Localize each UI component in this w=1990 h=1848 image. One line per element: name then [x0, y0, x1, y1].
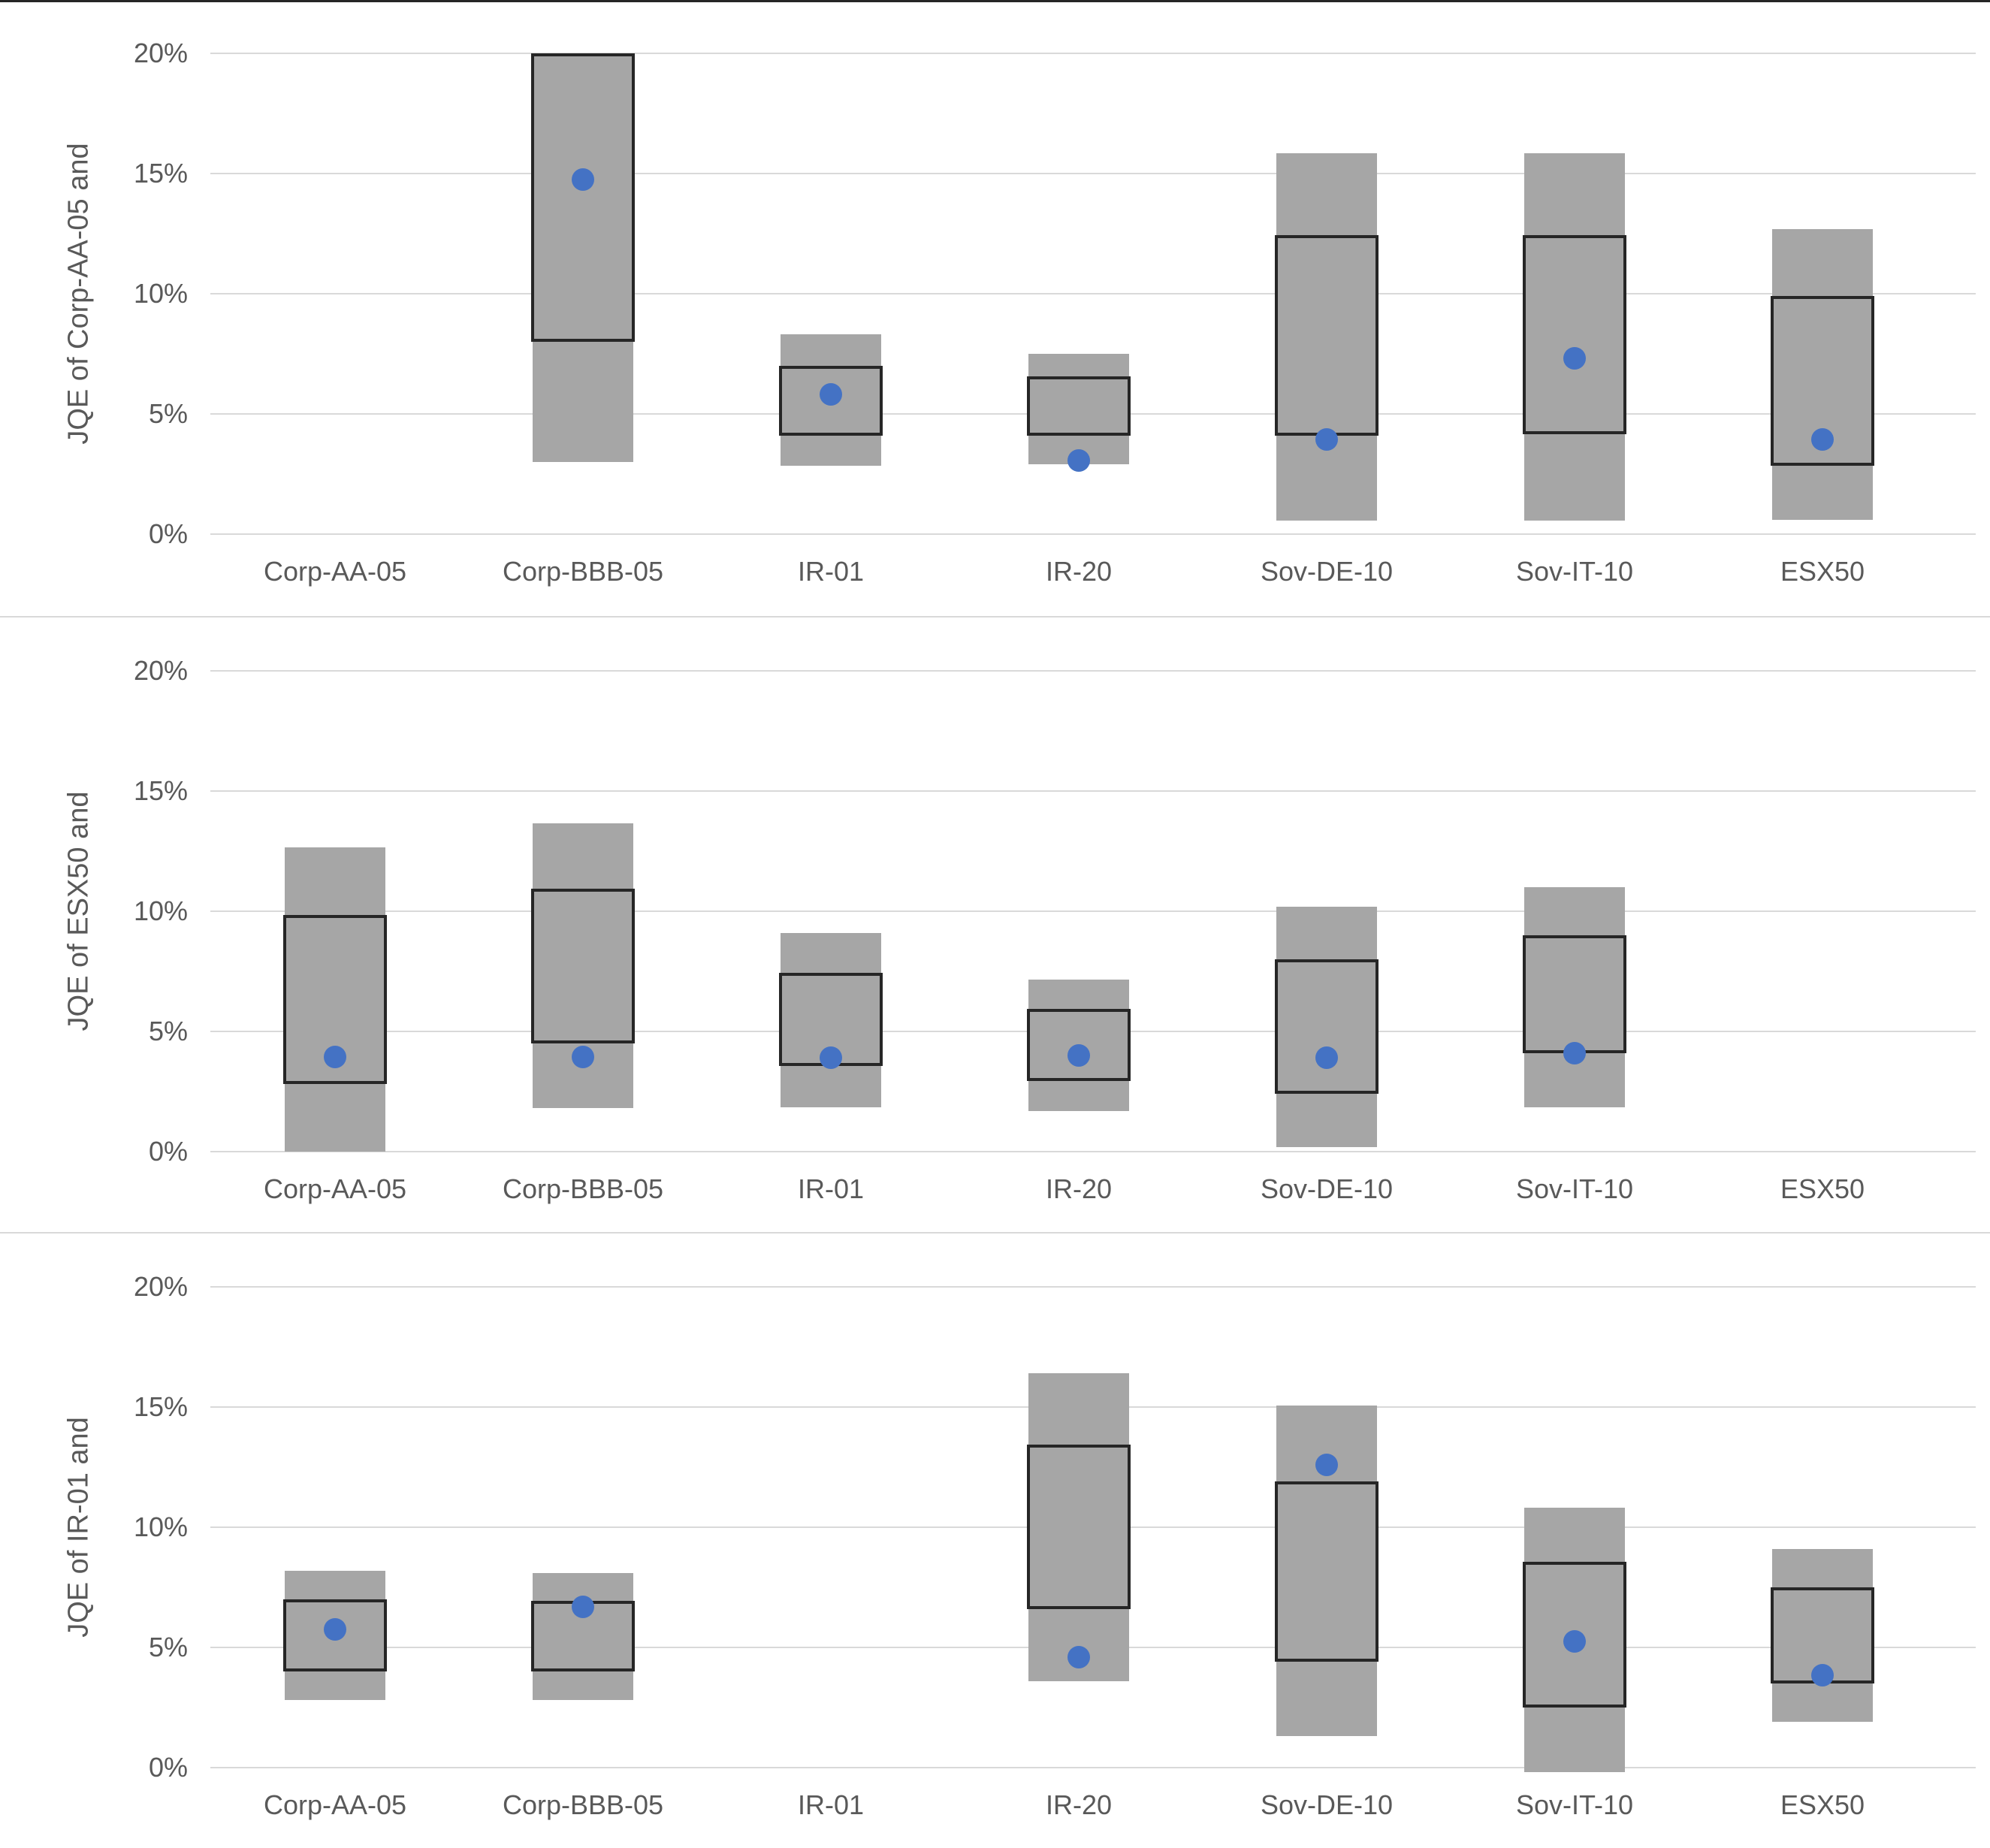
x-category-label: Sov-DE-10 [1260, 1173, 1394, 1204]
x-category-label: IR-20 [1045, 556, 1113, 587]
estimate-dot-sov-de-10 [1315, 427, 1338, 451]
range-bar-ir-01 [781, 932, 881, 1107]
estimate-dot-ir-20 [1067, 1044, 1090, 1067]
quartile-box-ir-20 [1027, 1444, 1131, 1609]
estimate-dot-esx50 [1811, 1663, 1834, 1686]
quartile-box-sov-it-10 [1523, 1562, 1626, 1708]
quartile-box-sov-de-10 [1275, 234, 1379, 436]
x-category-label: Corp-BBB-05 [502, 556, 664, 587]
quartile-box-sov-it-10 [1523, 935, 1626, 1053]
estimate-dot-ir-01 [820, 1046, 842, 1070]
y-tick-label: 5% [148, 398, 188, 429]
y-tick-label: 15% [133, 775, 188, 806]
y-tick-label: 15% [133, 158, 188, 189]
estimate-dot-corp-bbb-05 [572, 1595, 594, 1618]
estimate-dot-sov-de-10 [1315, 1046, 1338, 1070]
y-tick-label: 10% [133, 278, 188, 309]
gridline-20pct [210, 670, 1976, 672]
x-category-label: Corp-BBB-05 [502, 1789, 664, 1820]
gridline-0pct [210, 1767, 1976, 1768]
x-category-label: Corp-AA-05 [263, 556, 407, 587]
range-bar-sov-de-10 [1276, 152, 1377, 521]
estimate-dot-esx50 [1811, 427, 1834, 451]
x-category-label: Sov-DE-10 [1260, 1789, 1394, 1820]
quartile-box-esx50 [1771, 296, 1874, 466]
estimate-dot-sov-it-10 [1563, 347, 1586, 370]
x-category-label: Corp-AA-05 [263, 1173, 407, 1204]
estimate-dot-corp-bbb-05 [572, 168, 594, 191]
y-tick-label: 10% [133, 895, 188, 926]
estimate-dot-corp-bbb-05 [572, 1045, 594, 1068]
y-tick-label: 15% [133, 1391, 188, 1422]
gridline-15pct [210, 790, 1976, 792]
x-category-label: IR-20 [1045, 1173, 1113, 1204]
estimate-dot-ir-01 [820, 383, 842, 406]
chart-jqe-esx50: JQE of ESX50 and 20% 15% 10% 5% 0% Corp-AA-05… [0, 616, 1990, 1234]
y-tick-label: 20% [133, 655, 188, 686]
quartile-box-ir-20 [1027, 376, 1131, 436]
x-category-label: Sov-IT-10 [1515, 556, 1634, 587]
range-bar-corp-bbb-05 [533, 1572, 633, 1701]
x-category-label: Sov-DE-10 [1260, 556, 1394, 587]
chart-jqe-corp-aa-05: JQE of Corp-AA-05 and 20% 15% 10% 5% 0% Corp-… [0, 0, 1990, 616]
chart-jqe-ir-01: JQE of IR-01 and 20% 15% 10% 5% 0% Corp-AA-05… [0, 1232, 1990, 1848]
x-category-label: ESX50 [1780, 1173, 1865, 1204]
range-bar-ir-20 [1028, 1373, 1129, 1681]
quartile-box-corp-aa-05 [283, 914, 387, 1085]
range-bar-esx50 [1772, 1548, 1873, 1723]
x-category-label: Sov-IT-10 [1515, 1789, 1634, 1820]
quartile-box-corp-aa-05 [283, 1599, 387, 1671]
y-tick-label: 0% [148, 518, 188, 549]
estimate-dot-sov-de-10 [1315, 1453, 1338, 1476]
x-category-label: Corp-BBB-05 [502, 1173, 664, 1204]
estimate-dot-corp-aa-05 [324, 1618, 346, 1641]
range-bar-ir-20 [1028, 354, 1129, 465]
x-category-label: Corp-AA-05 [263, 1789, 407, 1820]
y-tick-label: 20% [133, 1271, 188, 1302]
range-bar-corp-aa-05 [285, 847, 385, 1152]
y-tick-label: 0% [148, 1136, 188, 1167]
quartile-box-ir-01 [779, 366, 883, 436]
y-tick-label: 0% [148, 1752, 188, 1783]
range-bar-sov-de-10 [1276, 906, 1377, 1147]
estimate-dot-sov-it-10 [1563, 1630, 1586, 1653]
x-category-label: IR-01 [797, 1173, 865, 1204]
estimate-dot-corp-aa-05 [324, 1045, 346, 1068]
y-tick-label: 20% [133, 38, 188, 68]
x-category-label: ESX50 [1780, 1789, 1865, 1820]
quartile-box-sov-de-10 [1275, 1481, 1379, 1662]
quartile-box-corp-bbb-05 [531, 888, 635, 1043]
gridline-15pct [210, 173, 1976, 174]
quartile-box-ir-20 [1027, 1008, 1131, 1081]
x-category-label: Sov-IT-10 [1515, 1173, 1634, 1204]
y-tick-label: 5% [148, 1632, 188, 1662]
estimate-dot-sov-it-10 [1563, 1041, 1586, 1064]
range-bar-sov-it-10 [1524, 152, 1625, 521]
gridline-0pct [210, 533, 1976, 535]
y-tick-label: 5% [148, 1016, 188, 1046]
quartile-box-sov-de-10 [1275, 959, 1379, 1095]
estimate-dot-ir-20 [1067, 1645, 1090, 1668]
gridline-20pct [210, 53, 1976, 54]
x-category-label: IR-01 [797, 556, 865, 587]
y-tick-label: 10% [133, 1511, 188, 1542]
range-bar-corp-bbb-05 [533, 53, 633, 462]
estimate-dot-ir-20 [1067, 449, 1090, 473]
quartile-box-corp-bbb-05 [531, 53, 635, 342]
gridline-0pct [210, 1151, 1976, 1152]
gridline-10pct [210, 293, 1976, 294]
gridline-10pct [210, 910, 1976, 912]
x-category-label: ESX50 [1780, 556, 1865, 587]
window-top-border [0, 0, 1990, 2]
gridline-20pct [210, 1286, 1976, 1288]
range-bar-esx50 [1772, 228, 1873, 520]
quartile-box-sov-it-10 [1523, 234, 1626, 435]
x-category-label: IR-20 [1045, 1789, 1113, 1820]
x-category-label: IR-01 [797, 1789, 865, 1820]
range-bar-sov-it-10 [1524, 887, 1625, 1107]
